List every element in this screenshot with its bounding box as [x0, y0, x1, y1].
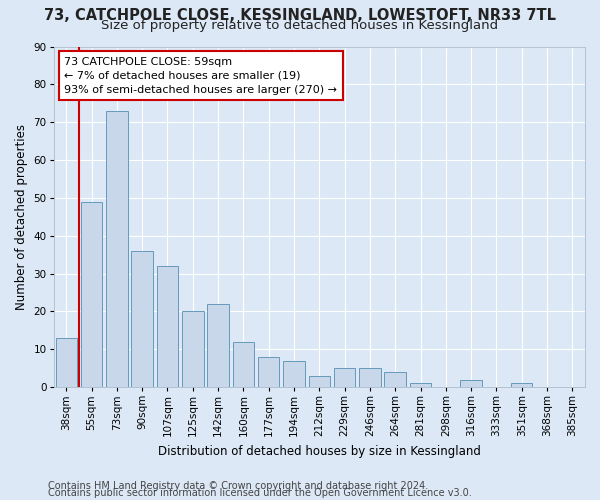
- Bar: [182, 312, 203, 387]
- Bar: [131, 251, 153, 387]
- Bar: [334, 368, 355, 387]
- Text: 73 CATCHPOLE CLOSE: 59sqm
← 7% of detached houses are smaller (19)
93% of semi-d: 73 CATCHPOLE CLOSE: 59sqm ← 7% of detach…: [64, 56, 337, 94]
- Bar: [233, 342, 254, 387]
- Text: Contains HM Land Registry data © Crown copyright and database right 2024.: Contains HM Land Registry data © Crown c…: [48, 481, 428, 491]
- Bar: [106, 111, 128, 387]
- Text: Contains public sector information licensed under the Open Government Licence v3: Contains public sector information licen…: [48, 488, 472, 498]
- Bar: [385, 372, 406, 387]
- Bar: [308, 376, 330, 387]
- Bar: [410, 384, 431, 387]
- Bar: [81, 202, 103, 387]
- Text: Size of property relative to detached houses in Kessingland: Size of property relative to detached ho…: [101, 18, 499, 32]
- Bar: [283, 360, 305, 387]
- X-axis label: Distribution of detached houses by size in Kessingland: Distribution of detached houses by size …: [158, 444, 481, 458]
- Bar: [258, 357, 280, 387]
- Bar: [157, 266, 178, 387]
- Bar: [511, 384, 532, 387]
- Bar: [460, 380, 482, 387]
- Bar: [56, 338, 77, 387]
- Bar: [359, 368, 380, 387]
- Bar: [208, 304, 229, 387]
- Y-axis label: Number of detached properties: Number of detached properties: [15, 124, 28, 310]
- Text: 73, CATCHPOLE CLOSE, KESSINGLAND, LOWESTOFT, NR33 7TL: 73, CATCHPOLE CLOSE, KESSINGLAND, LOWEST…: [44, 8, 556, 22]
